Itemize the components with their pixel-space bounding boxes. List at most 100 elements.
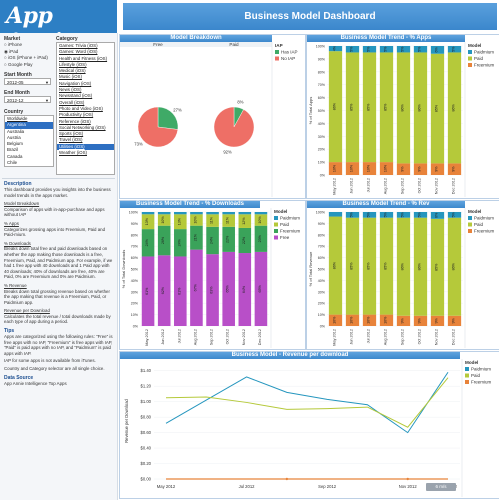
category-item[interactable]: Travel (iOS) xyxy=(59,137,83,143)
bar-segment[interactable] xyxy=(190,214,203,226)
bar-segment[interactable] xyxy=(413,46,428,53)
bar-segment[interactable] xyxy=(328,51,343,163)
pie-slice[interactable] xyxy=(157,106,179,130)
bar-segment[interactable] xyxy=(447,163,462,175)
bar-segment[interactable] xyxy=(447,217,462,316)
bar-segment[interactable] xyxy=(222,214,235,227)
country-item[interactable]: Austria xyxy=(7,134,21,140)
country-list[interactable]: Worldwide Argentina Australia Austria Belgiu… xyxy=(4,115,54,167)
bar-segment[interactable] xyxy=(328,216,343,315)
bar-segment[interactable] xyxy=(379,212,394,218)
bar-segment[interactable] xyxy=(157,214,171,226)
category-item[interactable]: Reference (iOS) xyxy=(59,118,91,124)
bar-segment[interactable] xyxy=(206,226,219,255)
bar-segment[interactable] xyxy=(328,46,343,52)
country-item[interactable]: Australia xyxy=(7,128,25,134)
bar-segment[interactable] xyxy=(141,212,155,215)
bar-segment[interactable] xyxy=(396,212,411,218)
bar-segment[interactable] xyxy=(254,251,268,326)
market-option[interactable]: ◉ iPad xyxy=(4,49,54,56)
bar-segment[interactable] xyxy=(362,46,377,53)
bar-segment[interactable] xyxy=(379,162,394,175)
country-item[interactable]: Argentina xyxy=(5,122,53,129)
bar-segment[interactable] xyxy=(345,46,360,53)
pie-slice[interactable] xyxy=(213,106,255,148)
bar-segment[interactable] xyxy=(396,52,411,164)
country-item[interactable]: Worldwide xyxy=(7,116,28,121)
bar-segment[interactable] xyxy=(430,218,445,316)
category-item[interactable]: Overall (iOS) xyxy=(59,99,85,105)
bar-segment[interactable] xyxy=(190,212,203,215)
bar-segment[interactable] xyxy=(254,212,268,215)
country-item[interactable]: Canada xyxy=(7,153,23,159)
bar-segment[interactable] xyxy=(157,255,171,326)
category-item[interactable]: Medical (iOS) xyxy=(59,68,86,74)
category-item[interactable]: Lifestyle (iOS) xyxy=(59,61,87,67)
radio-icon[interactable]: ○ xyxy=(4,61,8,67)
bar-segment[interactable] xyxy=(174,256,187,326)
bar-segment[interactable] xyxy=(447,212,462,218)
bar-segment[interactable] xyxy=(447,46,462,53)
category-item[interactable]: Weather (iOS) xyxy=(59,150,87,156)
category-item[interactable]: Sports (iOS) xyxy=(59,131,84,137)
bar-segment[interactable] xyxy=(174,214,187,230)
category-item[interactable]: Games: Word (iOS) xyxy=(59,49,98,55)
country-item[interactable]: Chile xyxy=(7,160,18,166)
bar-segment[interactable] xyxy=(141,229,155,257)
category-item[interactable]: Utilities (iOS) xyxy=(57,143,114,151)
country-item[interactable]: Brazil xyxy=(7,147,18,153)
bar-segment[interactable] xyxy=(396,163,411,175)
bar-segment[interactable] xyxy=(328,162,343,175)
bar-segment[interactable] xyxy=(379,314,394,326)
bar-segment[interactable] xyxy=(238,214,252,228)
bar-segment[interactable] xyxy=(362,217,377,315)
bar-segment[interactable] xyxy=(206,254,219,326)
bar-segment[interactable] xyxy=(345,52,360,163)
bar-segment[interactable] xyxy=(222,212,235,215)
bar-segment[interactable] xyxy=(413,315,428,326)
bar-segment[interactable] xyxy=(157,212,171,215)
bar-segment[interactable] xyxy=(396,217,411,316)
bar-segment[interactable] xyxy=(447,315,462,326)
bar-segment[interactable] xyxy=(328,212,343,217)
start-month-select[interactable]: 2012-05 ▼ xyxy=(4,78,51,85)
bar-segment[interactable] xyxy=(430,212,445,219)
bar-segment[interactable] xyxy=(174,212,187,215)
bar-segment[interactable] xyxy=(362,162,377,175)
category-item[interactable]: Productivity (iOS) xyxy=(59,112,94,118)
bar-segment[interactable] xyxy=(238,227,252,254)
bar-segment[interactable] xyxy=(362,212,377,218)
bar-segment[interactable] xyxy=(190,225,203,250)
data-point[interactable] xyxy=(285,477,289,481)
bar-segment[interactable] xyxy=(222,226,235,252)
bar-segment[interactable] xyxy=(206,214,219,227)
bar-segment[interactable] xyxy=(379,217,394,315)
bar-segment[interactable] xyxy=(345,314,360,326)
bar-segment[interactable] xyxy=(328,314,343,326)
bar-segment[interactable] xyxy=(430,315,445,326)
data-point[interactable] xyxy=(406,477,409,481)
radio-selected-icon[interactable]: ◉ xyxy=(4,48,10,54)
market-option[interactable]: ○ Google Play xyxy=(4,62,54,69)
bar-segment[interactable] xyxy=(430,53,445,164)
bar-segment[interactable] xyxy=(254,225,268,252)
bar-segment[interactable] xyxy=(379,52,394,163)
bar-segment[interactable] xyxy=(379,46,394,53)
bar-segment[interactable] xyxy=(396,315,411,326)
bar-segment[interactable] xyxy=(141,214,155,230)
radio-icon[interactable]: ○ xyxy=(4,42,8,47)
series-line[interactable] xyxy=(165,372,449,434)
category-item[interactable]: Newsstand (iOS) xyxy=(59,93,93,99)
category-item[interactable]: Navigation (iOS) xyxy=(59,80,92,86)
category-item[interactable]: Games: Trivia (iOS) xyxy=(59,43,98,48)
bar-segment[interactable] xyxy=(238,253,252,326)
pie-slice[interactable] xyxy=(137,106,179,148)
category-list[interactable]: Games: Trivia (iOS) Games: Word (iOS) Heal… xyxy=(56,42,115,175)
series-line[interactable] xyxy=(165,377,449,428)
bar-segment[interactable] xyxy=(206,212,219,215)
category-item[interactable]: Social Networking (iOS) xyxy=(59,124,106,130)
bar-segment[interactable] xyxy=(362,314,377,326)
bar-segment[interactable] xyxy=(345,162,360,175)
market-option[interactable]: ○ iOS (iPhone + iPad) xyxy=(4,55,54,62)
bar-segment[interactable] xyxy=(413,212,428,218)
